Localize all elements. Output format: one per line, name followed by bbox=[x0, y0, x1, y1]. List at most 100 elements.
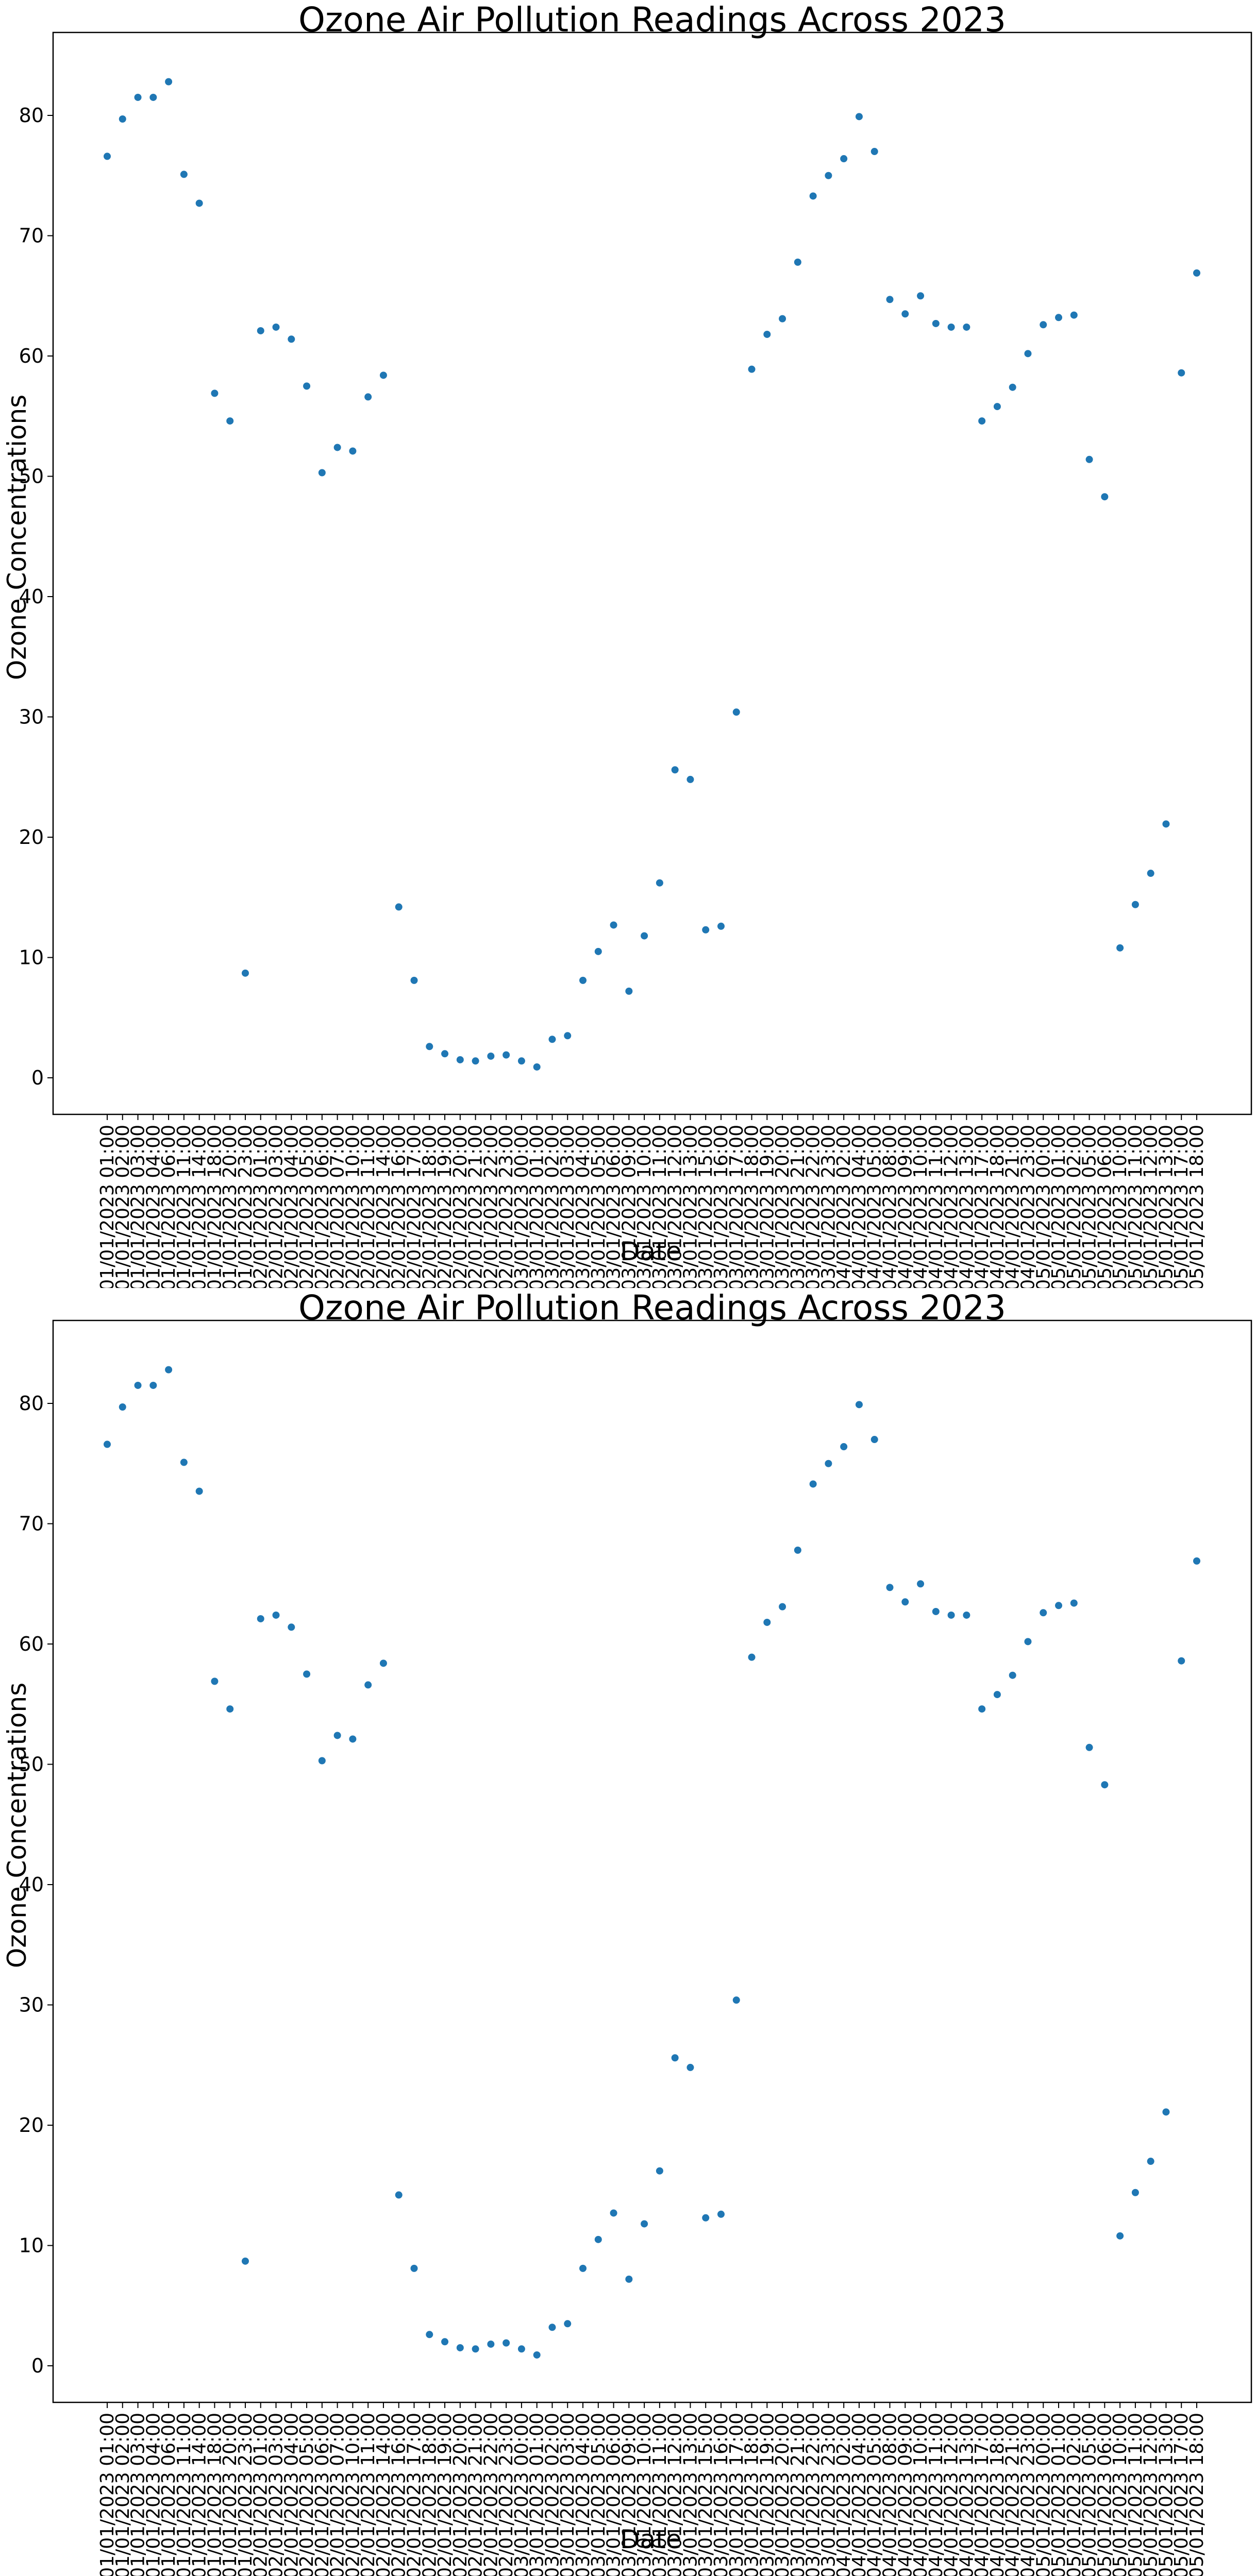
data-point bbox=[840, 155, 848, 163]
data-point bbox=[824, 171, 833, 180]
data-point bbox=[487, 1052, 495, 1060]
x-tick-label: 02/01/2023 10:00 bbox=[342, 1125, 363, 1288]
x-tick-label: 02/01/2023 14:00 bbox=[373, 2413, 394, 2576]
x-tick-label: 03/01/2023 09:00 bbox=[618, 2413, 640, 2576]
data-point bbox=[1177, 1656, 1186, 1665]
data-point bbox=[287, 335, 296, 344]
data-point bbox=[164, 1365, 173, 1374]
x-tick-label: 03/01/2023 16:00 bbox=[711, 2413, 732, 2576]
data-point bbox=[241, 2257, 249, 2265]
data-point bbox=[195, 1487, 204, 1496]
data-point bbox=[763, 330, 772, 338]
data-point bbox=[333, 1731, 342, 1740]
data-point bbox=[1069, 311, 1078, 319]
data-point bbox=[226, 417, 235, 426]
x-tick-label: 03/01/2023 18:00 bbox=[742, 1125, 763, 1288]
data-point bbox=[778, 1602, 787, 1611]
data-point bbox=[1069, 1599, 1078, 1607]
x-tick-label: 05/01/2023 01:00 bbox=[1048, 1125, 1069, 1288]
x-tick-label: 03/01/2023 13:00 bbox=[680, 2413, 701, 2576]
x-tick-label: 05/01/2023 17:00 bbox=[1171, 1125, 1192, 1288]
data-point bbox=[579, 2264, 588, 2273]
x-tick-label: 04/01/2023 02:00 bbox=[833, 2413, 855, 2576]
data-point bbox=[1177, 368, 1186, 377]
x-tick-label: 01/01/2023 11:00 bbox=[174, 1125, 195, 1288]
data-point bbox=[978, 417, 986, 426]
x-tick-label: 03/01/2023 06:00 bbox=[604, 2413, 625, 2576]
data-point bbox=[532, 1062, 541, 1071]
data-point bbox=[1024, 1637, 1032, 1646]
x-tick-label: 03/01/2023 22:00 bbox=[803, 2413, 824, 2576]
x-axis-label: Date bbox=[620, 2524, 682, 2554]
y-tick-label: 60 bbox=[19, 345, 44, 367]
x-tick-label: 02/01/2023 22:00 bbox=[480, 2413, 501, 2576]
data-point bbox=[1085, 1743, 1094, 1752]
x-tick-label: 04/01/2023 08:00 bbox=[880, 1125, 901, 1288]
data-point bbox=[563, 1031, 572, 1040]
data-point bbox=[1054, 313, 1063, 322]
data-point bbox=[517, 1057, 526, 1065]
x-tick-label: 02/01/2023 23:00 bbox=[496, 1125, 517, 1288]
data-point bbox=[1131, 900, 1140, 909]
x-tick-label: 04/01/2023 23:00 bbox=[1017, 1125, 1039, 1288]
data-point bbox=[1008, 383, 1017, 392]
data-point bbox=[502, 1050, 511, 1059]
x-tick-label: 02/01/2023 20:00 bbox=[450, 1125, 471, 1288]
x-tick-label: 03/01/2023 12:00 bbox=[665, 1125, 686, 1288]
data-point bbox=[179, 1458, 188, 1467]
x-tick-label: 05/01/2023 10:00 bbox=[1110, 1125, 1131, 1288]
data-point bbox=[456, 1055, 464, 1064]
data-point bbox=[640, 2219, 649, 2228]
x-tick-label: 03/01/2023 21:00 bbox=[788, 1125, 809, 1288]
data-point bbox=[456, 2343, 464, 2352]
x-tick-label: 02/01/2023 18:00 bbox=[419, 1125, 440, 1288]
data-point bbox=[701, 925, 710, 934]
y-tick-label: 0 bbox=[31, 1066, 44, 1089]
data-point bbox=[410, 976, 418, 985]
data-point bbox=[1146, 2157, 1155, 2166]
x-tick-label: 02/01/2023 22:00 bbox=[480, 1125, 501, 1288]
x-tick-label: 03/01/2023 05:00 bbox=[588, 1125, 609, 1288]
x-tick-label: 02/01/2023 14:00 bbox=[373, 1125, 394, 1288]
data-point bbox=[701, 2213, 710, 2222]
x-tick-label: 05/01/2023 18:00 bbox=[1186, 2413, 1208, 2576]
data-point bbox=[901, 310, 910, 318]
x-tick-label: 03/01/2023 20:00 bbox=[772, 1125, 793, 1288]
x-tick-label: 04/01/2023 04:00 bbox=[849, 1125, 870, 1288]
data-point bbox=[394, 903, 403, 911]
x-tick-label: 05/01/2023 13:00 bbox=[1155, 2413, 1177, 2576]
x-tick-label: 05/01/2023 00:00 bbox=[1033, 2413, 1054, 2576]
x-tick-label: 02/01/2023 06:00 bbox=[312, 1125, 333, 1288]
data-point bbox=[609, 921, 618, 929]
x-tick-label: 03/01/2023 06:00 bbox=[604, 1125, 625, 1288]
x-tick-label: 03/01/2023 23:00 bbox=[818, 2413, 839, 2576]
data-point bbox=[594, 2235, 602, 2244]
y-tick-label: 40 bbox=[19, 1873, 44, 1896]
data-point bbox=[164, 77, 173, 86]
data-point bbox=[962, 1611, 971, 1619]
data-point bbox=[1116, 943, 1125, 952]
x-tick-label: 02/01/2023 07:00 bbox=[327, 1125, 348, 1288]
x-tick-label: 04/01/2023 12:00 bbox=[941, 1125, 962, 1288]
data-point bbox=[210, 389, 219, 398]
data-point bbox=[471, 2345, 480, 2353]
data-point bbox=[809, 1480, 817, 1488]
data-point bbox=[379, 371, 388, 380]
data-point bbox=[947, 323, 956, 331]
x-tick-label: 05/01/2023 05:00 bbox=[1079, 2413, 1100, 2576]
data-point bbox=[149, 93, 158, 101]
x-tick-label: 02/01/2023 19:00 bbox=[434, 2413, 456, 2576]
data-point bbox=[824, 1459, 833, 1468]
x-tick-label: 02/01/2023 05:00 bbox=[296, 2413, 317, 2576]
x-tick-label: 01/01/2023 02:00 bbox=[112, 1125, 133, 1288]
data-point bbox=[517, 2345, 526, 2353]
data-point bbox=[487, 2340, 495, 2348]
x-tick-label: 02/01/2023 11:00 bbox=[358, 2413, 379, 2576]
data-point bbox=[502, 2338, 511, 2347]
data-point bbox=[548, 2323, 557, 2332]
x-tick-label: 01/01/2023 03:00 bbox=[128, 2413, 149, 2576]
data-point bbox=[655, 878, 664, 887]
y-tick-label: 70 bbox=[19, 1513, 44, 1535]
axes-frame bbox=[52, 1319, 1252, 2403]
